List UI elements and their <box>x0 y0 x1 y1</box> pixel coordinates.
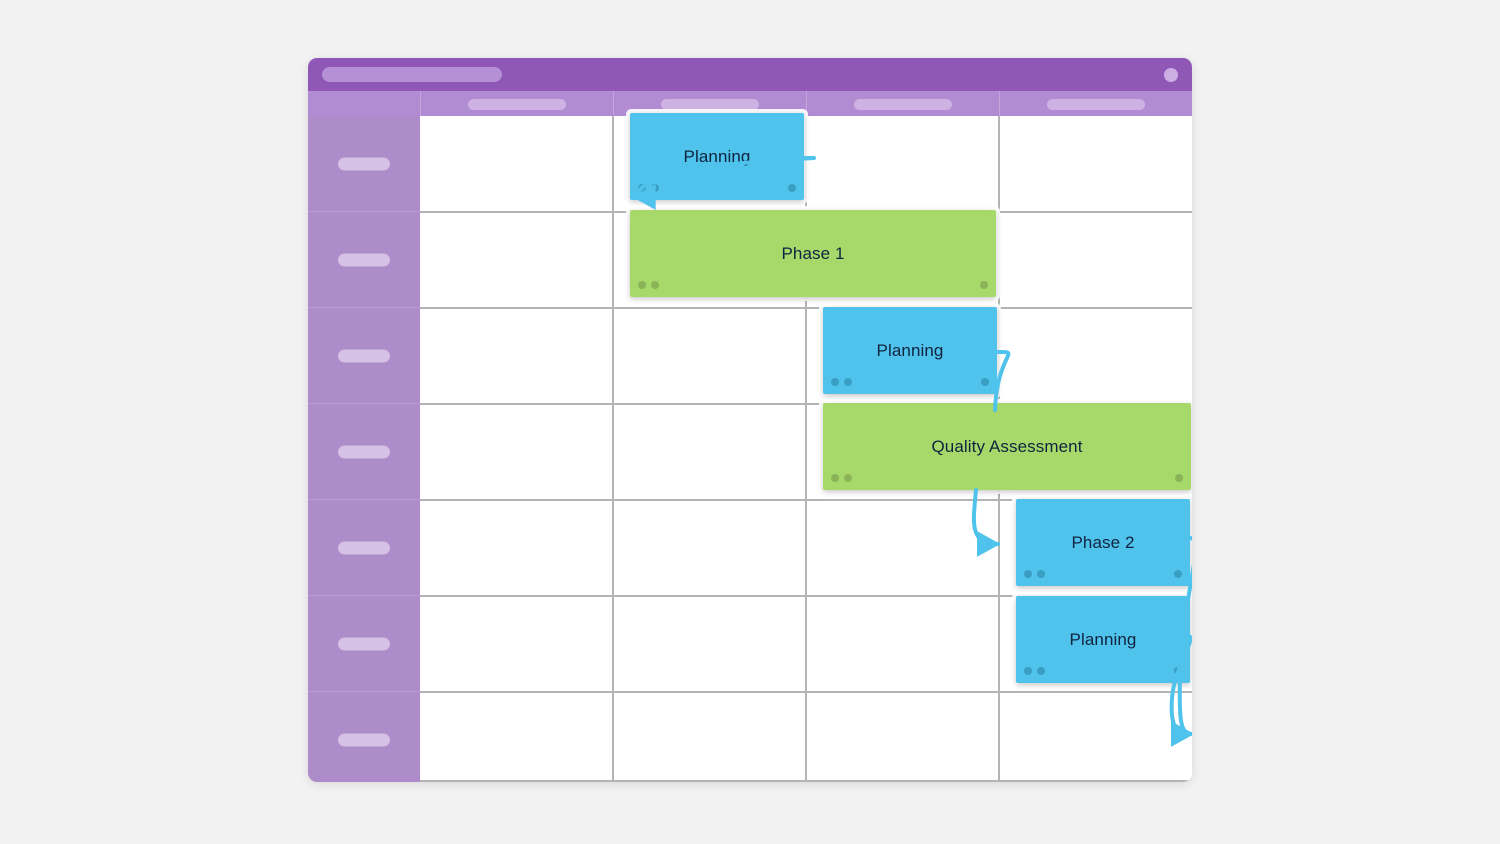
task-resize-handle-icon[interactable] <box>1174 667 1182 675</box>
window-title-placeholder <box>322 67 502 82</box>
row-label-placeholder <box>338 445 390 458</box>
column-header-col-2[interactable] <box>613 91 806 116</box>
row-label-4[interactable] <box>308 404 420 500</box>
grid-column-divider <box>805 116 807 782</box>
grid-column-divider <box>612 116 614 782</box>
gantt-chart-window: Planning Phase 1 Planning Quality Assess… <box>308 58 1192 782</box>
task-card-planning-1[interactable]: Planning <box>630 113 804 200</box>
task-card-phase-2[interactable]: Phase 2 <box>1016 499 1190 586</box>
task-card-label: Planning <box>1069 629 1137 649</box>
task-card-quality-assessment[interactable]: Quality Assessment <box>823 403 1191 490</box>
row-label-5[interactable] <box>308 500 420 596</box>
task-card-planning-3[interactable]: Planning <box>1016 596 1190 683</box>
row-label-placeholder <box>338 637 390 650</box>
task-assignee-dot-icon <box>844 378 852 386</box>
column-header-label-placeholder <box>1047 99 1145 110</box>
task-card-label: Phase 2 <box>1071 532 1135 552</box>
task-card-label: Planning <box>876 340 944 360</box>
column-header-label-placeholder <box>661 99 759 110</box>
task-status-dot-icon <box>831 378 839 386</box>
task-assignee-dot-icon <box>844 474 852 482</box>
column-header-col-1[interactable] <box>420 91 613 116</box>
row-label-column <box>308 116 420 782</box>
task-status-dot-icon <box>638 184 646 192</box>
task-card-label: Planning <box>683 146 751 166</box>
task-card-label: Quality Assessment <box>931 436 1083 456</box>
window-title-bar <box>308 58 1192 91</box>
row-label-6[interactable] <box>308 596 420 692</box>
task-resize-handle-icon[interactable] <box>1174 570 1182 578</box>
timeline-column-header <box>308 91 1192 116</box>
row-label-3[interactable] <box>308 308 420 404</box>
task-assignee-dot-icon <box>1037 570 1045 578</box>
task-card-label: Phase 1 <box>781 243 845 263</box>
row-label-7[interactable] <box>308 692 420 782</box>
row-label-placeholder <box>338 157 390 170</box>
task-resize-handle-icon[interactable] <box>981 378 989 386</box>
column-header-corner <box>308 91 420 116</box>
task-status-dot-icon <box>831 474 839 482</box>
column-header-label-placeholder <box>854 99 952 110</box>
task-status-dot-icon <box>1024 570 1032 578</box>
window-menu-dot-icon[interactable] <box>1164 68 1178 82</box>
row-label-placeholder <box>338 253 390 266</box>
task-card-planning-2[interactable]: Planning <box>823 307 997 394</box>
task-resize-handle-icon[interactable] <box>980 281 988 289</box>
task-resize-handle-icon[interactable] <box>788 184 796 192</box>
task-assignee-dot-icon <box>651 281 659 289</box>
task-status-dot-icon <box>1024 667 1032 675</box>
task-card-phase-1[interactable]: Phase 1 <box>630 210 996 297</box>
row-label-2[interactable] <box>308 212 420 308</box>
row-label-1[interactable] <box>308 116 420 212</box>
column-header-col-4[interactable] <box>999 91 1192 116</box>
task-assignee-dot-icon <box>1037 667 1045 675</box>
task-status-dot-icon <box>638 281 646 289</box>
task-assignee-dot-icon <box>651 184 659 192</box>
row-label-placeholder <box>338 733 390 747</box>
task-resize-handle-icon[interactable] <box>1175 474 1183 482</box>
column-header-col-3[interactable] <box>806 91 999 116</box>
row-label-placeholder <box>338 541 390 554</box>
column-header-label-placeholder <box>468 99 566 110</box>
row-label-placeholder <box>338 349 390 362</box>
